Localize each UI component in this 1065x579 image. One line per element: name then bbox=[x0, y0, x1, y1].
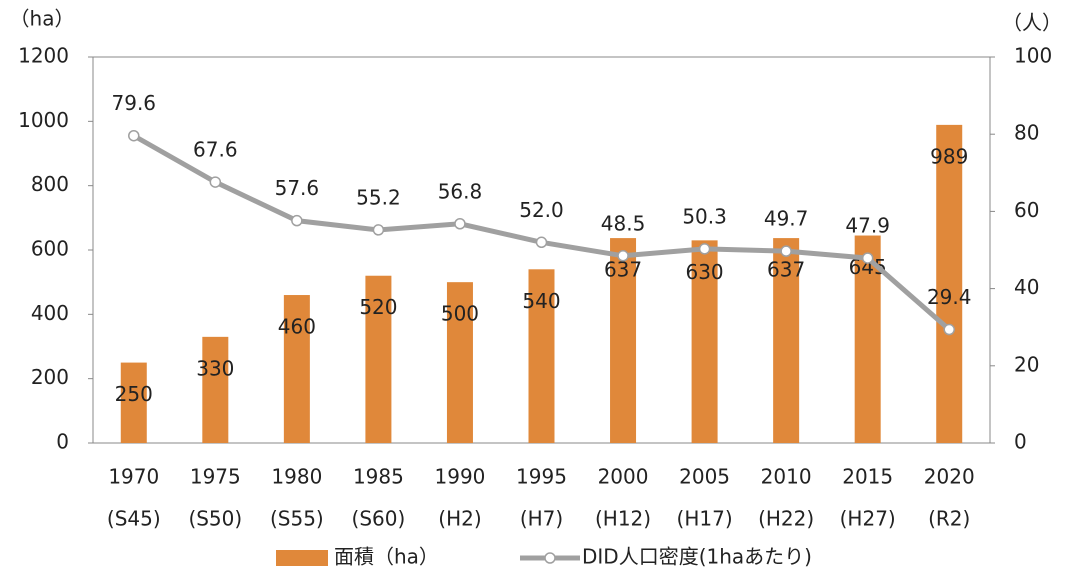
bar-value-label: 637 bbox=[767, 258, 805, 282]
bar-value-label: 637 bbox=[604, 258, 642, 282]
y-tick-label: 800 bbox=[31, 172, 69, 196]
line-value-label: 48.5 bbox=[601, 211, 646, 235]
line-marker bbox=[372, 224, 385, 236]
x-tick-label: 1970 bbox=[108, 465, 159, 489]
y-tick-label: 200 bbox=[31, 365, 69, 389]
y2-tick-label: 20 bbox=[1014, 352, 1039, 376]
x-tick-label: (S50) bbox=[188, 507, 242, 531]
bar-value-label: 989 bbox=[930, 144, 968, 168]
y-tick-label: 600 bbox=[31, 237, 69, 261]
y2-tick-label: 80 bbox=[1014, 121, 1039, 145]
line-marker bbox=[698, 243, 711, 255]
x-tick-label: 1980 bbox=[271, 465, 322, 489]
line-value-label: 79.6 bbox=[112, 91, 157, 115]
bar-value-label: 250 bbox=[115, 382, 153, 406]
y2-tick-label: 40 bbox=[1014, 275, 1039, 299]
bar-value-label: 540 bbox=[522, 289, 560, 313]
x-tick-label: 1975 bbox=[190, 465, 241, 489]
y-tick-label: 400 bbox=[31, 301, 69, 325]
bar bbox=[610, 238, 637, 443]
y-tick-label: 0 bbox=[56, 430, 69, 454]
x-tick-label: 2020 bbox=[924, 465, 975, 489]
x-tick-label: 1985 bbox=[353, 465, 404, 489]
legend-swatch bbox=[276, 550, 328, 566]
y-tick-label: 1000 bbox=[18, 108, 69, 132]
x-tick-label: (H22) bbox=[758, 507, 814, 531]
y2-tick-label: 100 bbox=[1014, 44, 1052, 68]
x-tick-label: (R2) bbox=[928, 507, 970, 531]
x-tick-label: (H17) bbox=[677, 507, 733, 531]
line-value-label: 57.6 bbox=[275, 176, 320, 200]
y2-unit: （人） bbox=[1002, 11, 1062, 35]
line-value-label: 50.3 bbox=[682, 204, 727, 228]
bar-value-label: 460 bbox=[278, 315, 316, 339]
bar bbox=[365, 275, 392, 443]
y2-tick-label: 0 bbox=[1014, 430, 1027, 454]
line-value-label: 29.4 bbox=[927, 285, 972, 309]
line-value-label: 56.8 bbox=[438, 179, 483, 203]
x-tick-label: 2010 bbox=[761, 465, 812, 489]
bar bbox=[936, 124, 963, 443]
x-tick-label: (S55) bbox=[270, 507, 324, 531]
line-marker bbox=[209, 176, 222, 188]
line-value-label: 47.9 bbox=[845, 214, 890, 238]
bar bbox=[691, 240, 718, 443]
legend-marker bbox=[544, 552, 556, 564]
x-tick-label: 2000 bbox=[598, 465, 649, 489]
x-tick-label: (H12) bbox=[595, 507, 651, 531]
line-value-label: 52.0 bbox=[519, 198, 564, 222]
line-marker bbox=[617, 250, 629, 262]
bar-value-label: 630 bbox=[685, 260, 723, 284]
y2-tick-label: 60 bbox=[1014, 198, 1039, 222]
bar-value-label: 330 bbox=[196, 356, 234, 380]
line-marker bbox=[535, 236, 548, 249]
legend-label: 面積（ha） bbox=[334, 545, 439, 569]
x-tick-label: (H27) bbox=[840, 507, 896, 531]
x-tick-label: (H2) bbox=[438, 507, 481, 531]
line-marker bbox=[291, 214, 303, 227]
x-tick-label: 2015 bbox=[842, 465, 893, 489]
legend-label: DID人口密度(1haあたり) bbox=[582, 545, 812, 569]
bar bbox=[120, 362, 147, 443]
bar bbox=[773, 238, 800, 443]
x-tick-label: 1990 bbox=[435, 465, 486, 489]
bar bbox=[283, 295, 310, 443]
line-value-label: 67.6 bbox=[193, 138, 238, 162]
line-marker bbox=[128, 129, 140, 142]
bar-value-label: 520 bbox=[359, 295, 397, 319]
x-tick-label: 2005 bbox=[679, 465, 730, 489]
line-marker bbox=[861, 252, 874, 264]
bar bbox=[446, 282, 473, 443]
x-tick-label: (S45) bbox=[107, 507, 161, 531]
bar bbox=[854, 235, 881, 443]
x-tick-label: (S60) bbox=[352, 507, 406, 531]
bar bbox=[202, 336, 229, 443]
bar-value-label: 500 bbox=[441, 302, 479, 326]
line-value-label: 49.7 bbox=[764, 207, 809, 231]
line-marker bbox=[780, 245, 792, 257]
line-value-label: 55.2 bbox=[356, 185, 401, 209]
line-marker bbox=[454, 218, 466, 230]
x-tick-label: (H7) bbox=[520, 507, 563, 531]
y-unit: （ha） bbox=[10, 7, 75, 31]
bar bbox=[528, 269, 555, 443]
line-marker bbox=[943, 323, 955, 336]
y-tick-label: 1200 bbox=[18, 44, 69, 68]
x-tick-label: 1995 bbox=[516, 465, 567, 489]
